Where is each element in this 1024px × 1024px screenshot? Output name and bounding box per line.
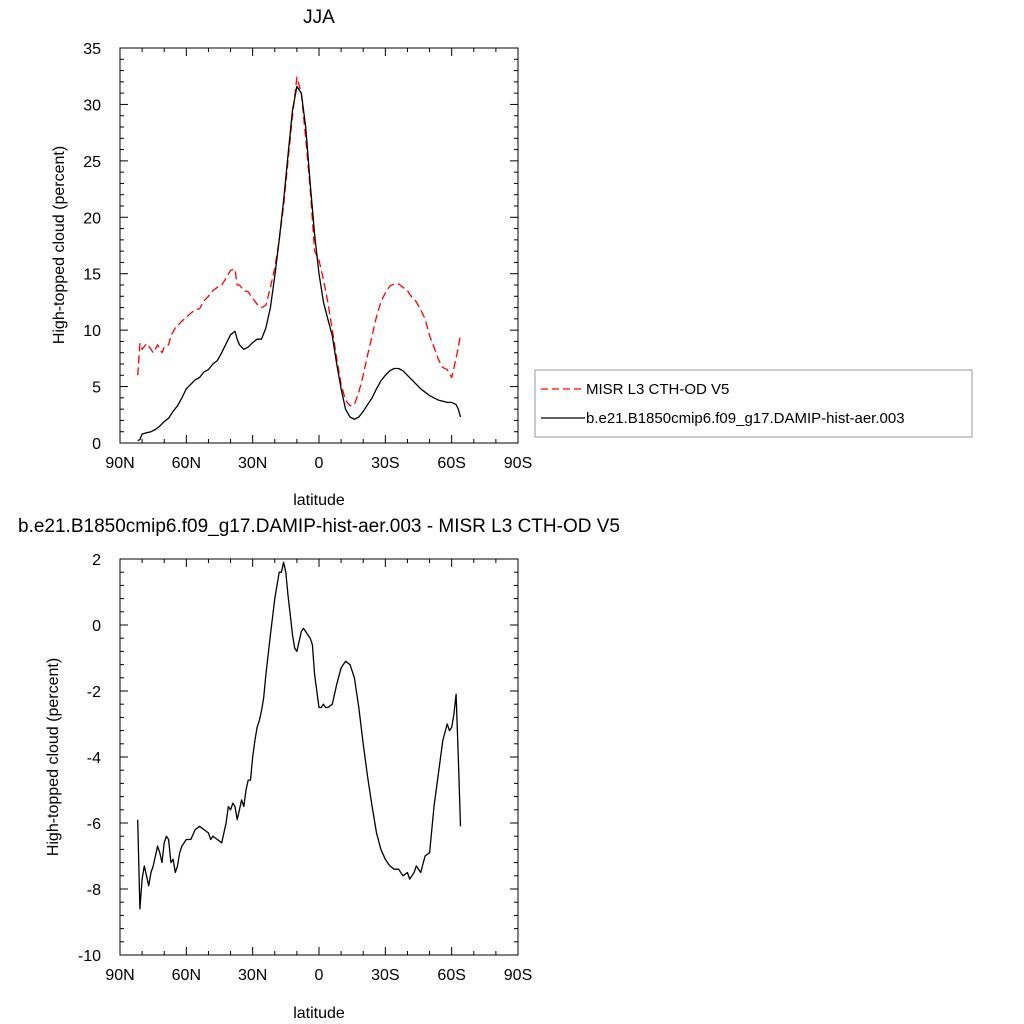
y-axis-label: High-topped cloud (percent) xyxy=(51,146,68,344)
y-tick-label: 35 xyxy=(83,41,101,58)
y-tick-label: 20 xyxy=(83,210,101,227)
y-tick-label: -6 xyxy=(87,816,101,833)
series-line-0 xyxy=(137,76,462,407)
x-tick-label: 30N xyxy=(238,455,267,472)
plot-frame xyxy=(119,47,519,444)
y-tick-label: 15 xyxy=(83,267,101,284)
legend: MISR L3 CTH-OD V5 b.e21.B1850cmip6.f09_g… xyxy=(534,369,973,438)
y-tick-label: 5 xyxy=(92,380,101,397)
x-tick-label: 0 xyxy=(315,967,324,984)
x-tick-label: 0 xyxy=(315,455,324,472)
x-tick-label: 60S xyxy=(437,967,465,984)
y-tick-label: 10 xyxy=(83,323,101,340)
series-layer xyxy=(137,76,462,442)
x-tick-label: 90S xyxy=(504,455,532,472)
legend-entry-misr: MISR L3 CTH-OD V5 xyxy=(586,381,729,398)
legend-box xyxy=(534,369,973,438)
axes: 90N 60N 30N 0 30S 60S 90S -10 -8 -6 -4 -2 0 2 xyxy=(78,552,532,984)
y-tick-label: -10 xyxy=(78,948,101,965)
x-tick-label: 60N xyxy=(172,967,201,984)
y-tick-label: 30 xyxy=(83,97,101,114)
x-tick-label: 60N xyxy=(172,455,201,472)
y-tick-label: 25 xyxy=(83,154,101,171)
x-tick-label: 90N xyxy=(105,455,134,472)
y-tick-label: -8 xyxy=(87,882,101,899)
x-tick-label: 30N xyxy=(238,967,267,984)
x-tick-label: 90N xyxy=(105,967,134,984)
chart-title: b.e21.B1850cmip6.f09_g17.DAMIP-hist-aer.… xyxy=(18,516,620,537)
chart-title: JJA xyxy=(303,7,335,28)
x-tick-label: 90S xyxy=(504,967,532,984)
y-tick-label: -4 xyxy=(87,750,101,767)
x-axis-label: latitude xyxy=(293,492,345,509)
series-line-1 xyxy=(137,85,462,442)
y-axis-label: High-topped cloud (percent) xyxy=(45,658,62,856)
series-line-0 xyxy=(137,561,462,910)
x-tick-label: 30S xyxy=(371,455,399,472)
x-tick-label: 30S xyxy=(371,967,399,984)
x-tick-label: 60S xyxy=(437,455,465,472)
y-tick-label: 0 xyxy=(92,436,101,453)
legend-entry-model: b.e21.B1850cmip6.f09_g17.DAMIP-hist-aer.… xyxy=(586,410,905,427)
y-tick-label: 0 xyxy=(92,618,101,635)
y-tick-label: 2 xyxy=(92,552,101,569)
top-chart: JJA 90N 60N 30N 0 30S 60S 90S 0 5 10 15 20 25 30 35 la… xyxy=(51,7,532,509)
x-axis-label: latitude xyxy=(293,1005,345,1022)
bottom-chart: b.e21.B1850cmip6.f09_g17.DAMIP-hist-aer.… xyxy=(18,516,620,1022)
series-layer xyxy=(137,561,462,910)
y-tick-label: -2 xyxy=(87,684,101,701)
axes: 90N 60N 30N 0 30S 60S 90S 0 5 10 15 20 25 30 35 xyxy=(83,41,532,472)
